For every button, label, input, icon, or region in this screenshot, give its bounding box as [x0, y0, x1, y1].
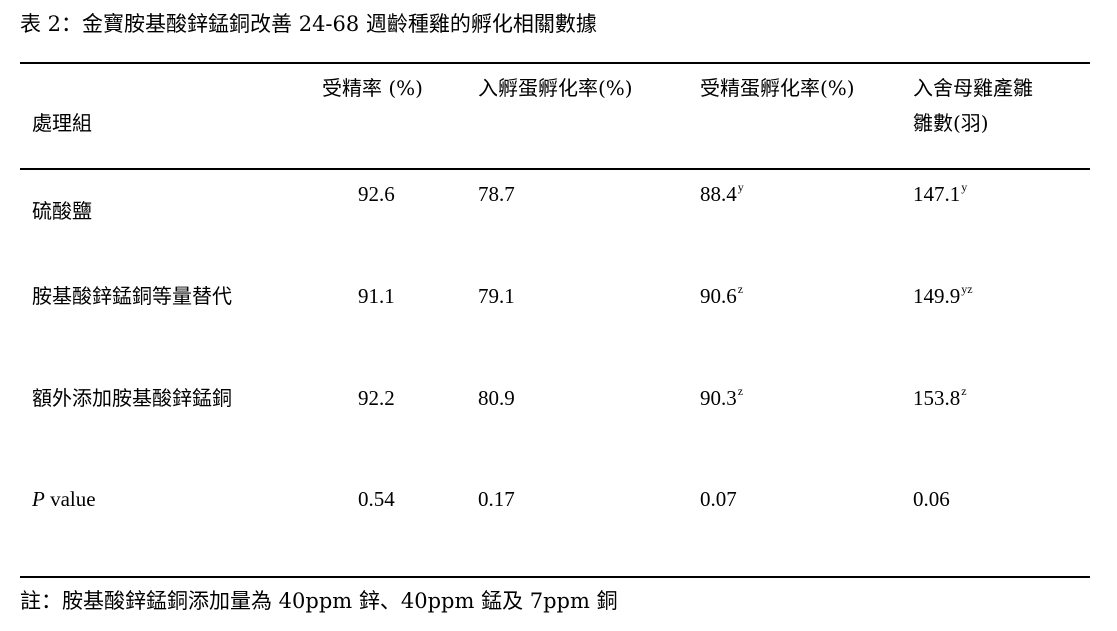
row-1-hatch-set: 78.7	[478, 182, 515, 206]
row-2-fertility: 91.1	[358, 284, 395, 308]
row-2-chicks-superscript: yz	[961, 282, 973, 296]
table-header-rule	[20, 168, 1090, 170]
row-3-hatch-fertile: 90.3z	[700, 384, 744, 410]
row-3-fertility: 92.2	[358, 386, 395, 410]
pvalue-label-rest: value	[44, 487, 96, 511]
header-chicks-line2: 雛數(羽)	[913, 111, 989, 135]
row-1-chicks: 147.1y	[913, 180, 968, 206]
row-1-hatch-fertile: 88.4y	[700, 180, 744, 206]
header-fertility: 受精率 (%)	[322, 76, 423, 100]
row-3-chicks-superscript: z	[961, 384, 967, 398]
row-3-chicks: 153.8z	[913, 384, 967, 410]
row-2-chicks: 149.9yz	[913, 282, 973, 308]
row-3-group: 額外添加胺基酸鋅錳銅	[32, 386, 232, 410]
row-1-fertility: 92.6	[358, 182, 395, 206]
row-2-hatch-fertile-superscript: z	[737, 282, 744, 296]
row-2-hatch-set: 79.1	[478, 284, 515, 308]
header-chicks-line1: 入舍母雞產雛	[913, 76, 1033, 100]
header-hatch-fertile: 受精蛋孵化率(%)	[700, 76, 855, 100]
table-caption: 表 2：金寶胺基酸鋅錳銅改善 24-68 週齡種雞的孵化相關數據	[20, 12, 597, 36]
header-group: 處理組	[32, 111, 92, 135]
header-hatch-set: 入孵蛋孵化率(%)	[478, 76, 633, 100]
table-top-rule	[20, 62, 1090, 64]
table-bottom-rule	[20, 576, 1090, 578]
row-2-hatch-fertile: 90.6z	[700, 282, 744, 308]
pvalue-hatch-set: 0.17	[478, 487, 515, 511]
row-1-chicks-superscript: y	[961, 180, 968, 194]
table-footnote: 註：胺基酸鋅錳銅添加量為 40ppm 鋅、40ppm 錳及 7ppm 銅	[20, 589, 618, 613]
pvalue-label-italic: P	[32, 487, 45, 511]
pvalue-hatch-fertile: 0.07	[700, 487, 737, 511]
pvalue-label: P value	[32, 485, 96, 513]
row-3-hatch-set: 80.9	[478, 386, 515, 410]
row-3-hatch-fertile-superscript: z	[737, 384, 744, 398]
row-1-hatch-fertile-superscript: y	[737, 180, 744, 194]
row-2-group: 胺基酸鋅錳銅等量替代	[32, 284, 232, 308]
pvalue-chicks: 0.06	[913, 487, 950, 511]
row-1-group: 硫酸鹽	[32, 199, 92, 223]
pvalue-fertility: 0.54	[358, 487, 395, 511]
